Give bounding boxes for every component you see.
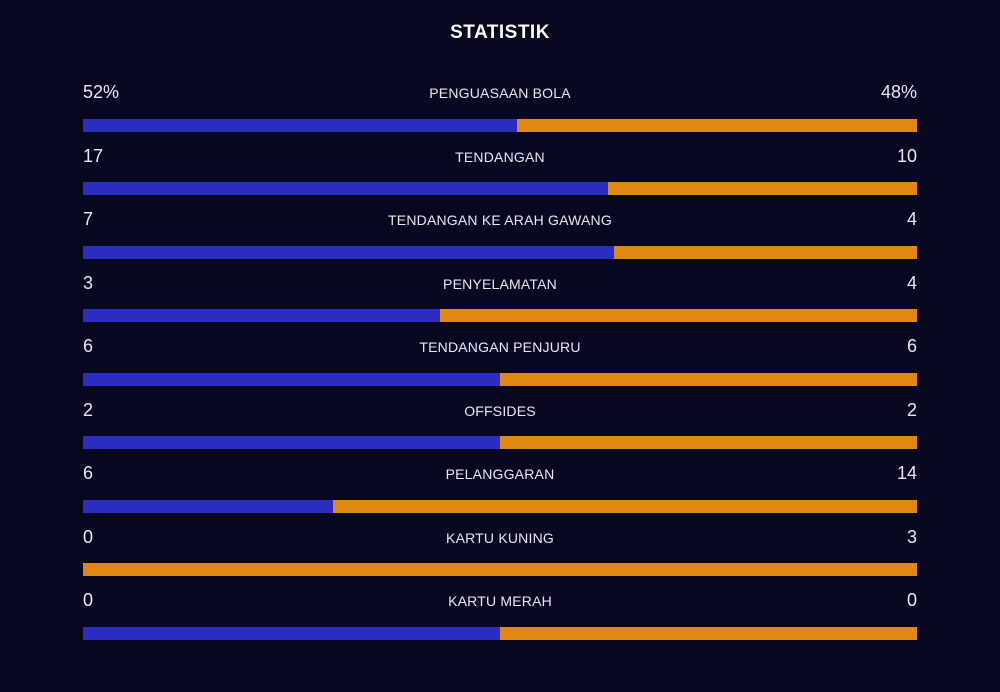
stat-header: 6 TENDANGAN PENJURU 6 (83, 334, 917, 370)
away-value: 48% (880, 82, 917, 102)
stat-row: 17 TENDANGAN 10 (83, 144, 917, 208)
home-bar-segment (83, 372, 500, 386)
home-bar-segment (83, 626, 500, 640)
stat-header: 17 TENDANGAN 10 (83, 144, 917, 180)
stat-label: PENYELAMATAN (443, 275, 557, 292)
home-bar-segment (83, 182, 609, 195)
home-value: 2 (83, 399, 94, 420)
away-bar-segment (333, 499, 917, 513)
comparison-bar (83, 182, 917, 195)
away-value: 4 (906, 209, 917, 229)
comparison-bar (83, 626, 917, 640)
away-bar-segment (83, 563, 917, 576)
away-bar-segment (440, 309, 917, 322)
stat-row: 52% PENGUASAAN BOLA 48% (83, 80, 917, 144)
home-value: 3 (83, 272, 94, 293)
stat-label: KARTU KUNING (446, 529, 554, 546)
comparison-bar (83, 436, 917, 449)
away-bar-segment (500, 372, 917, 386)
comparison-bar (83, 118, 917, 132)
away-value: 4 (906, 272, 917, 293)
away-bar-segment (500, 436, 917, 449)
stat-row: 7 TENDANGAN KE ARAH GAWANG 4 (83, 207, 917, 271)
stat-row: 3 PENYELAMATAN 4 (83, 271, 917, 335)
stat-label: PENGUASAAN BOLA (429, 85, 571, 101)
home-value: 6 (83, 336, 94, 356)
stats-list: 52% PENGUASAAN BOLA 48% 17 TENDANGAN 10 7 TENDA… (83, 80, 917, 652)
comparison-bar (83, 309, 917, 322)
away-value: 14 (896, 463, 917, 483)
stat-row: 2 OFFSIDES 2 (83, 398, 917, 462)
stat-header: 7 TENDANGAN KE ARAH GAWANG 4 (83, 207, 917, 243)
comparison-bar (83, 563, 917, 576)
home-bar-segment (83, 118, 517, 132)
home-bar-segment (83, 499, 334, 513)
stat-label: TENDANGAN KE ARAH GAWANG (388, 212, 612, 228)
home-bar-segment (83, 245, 614, 259)
stat-label: PELANGGARAN (445, 466, 555, 482)
home-value: 17 (83, 145, 104, 166)
stat-header: 6 PELANGGARAN 14 (83, 461, 917, 497)
stat-row: 6 TENDANGAN PENJURU 6 (83, 334, 917, 398)
home-value: 0 (83, 526, 94, 547)
home-value: 52% (83, 82, 120, 102)
away-bar-segment (613, 245, 917, 259)
comparison-bar (83, 245, 917, 259)
stat-row: 0 KARTU MERAH 0 (83, 588, 917, 652)
away-bar-segment (500, 626, 917, 640)
stat-label: KARTU MERAH (448, 593, 552, 609)
home-value: 6 (83, 463, 94, 483)
stat-label: TENDANGAN PENJURU (419, 339, 581, 355)
away-value: 2 (906, 399, 917, 420)
stat-label: TENDANGAN (455, 148, 545, 165)
stat-header: 52% PENGUASAAN BOLA 48% (83, 80, 917, 116)
stats-title: STATISTIK (450, 22, 550, 43)
home-bar-segment (83, 436, 500, 449)
stat-row: 6 PELANGGARAN 14 (83, 461, 917, 525)
stat-header: 2 OFFSIDES 2 (83, 398, 917, 434)
stat-header: 3 PENYELAMATAN 4 (83, 271, 917, 307)
stat-row: 0 KARTU KUNING 3 (83, 525, 917, 589)
stat-header: 0 KARTU MERAH 0 (83, 588, 917, 624)
away-bar-segment (608, 182, 917, 195)
away-value: 0 (906, 590, 917, 610)
home-value: 7 (83, 209, 94, 229)
comparison-bar (83, 372, 917, 386)
away-value: 10 (896, 145, 917, 166)
stat-label: OFFSIDES (464, 402, 536, 419)
away-value: 6 (906, 336, 917, 356)
stat-header: 0 KARTU KUNING 3 (83, 525, 917, 561)
home-bar-segment (83, 309, 441, 322)
away-bar-segment (516, 118, 917, 132)
comparison-bar (83, 499, 917, 513)
away-value: 3 (906, 526, 917, 547)
home-value: 0 (83, 590, 94, 610)
